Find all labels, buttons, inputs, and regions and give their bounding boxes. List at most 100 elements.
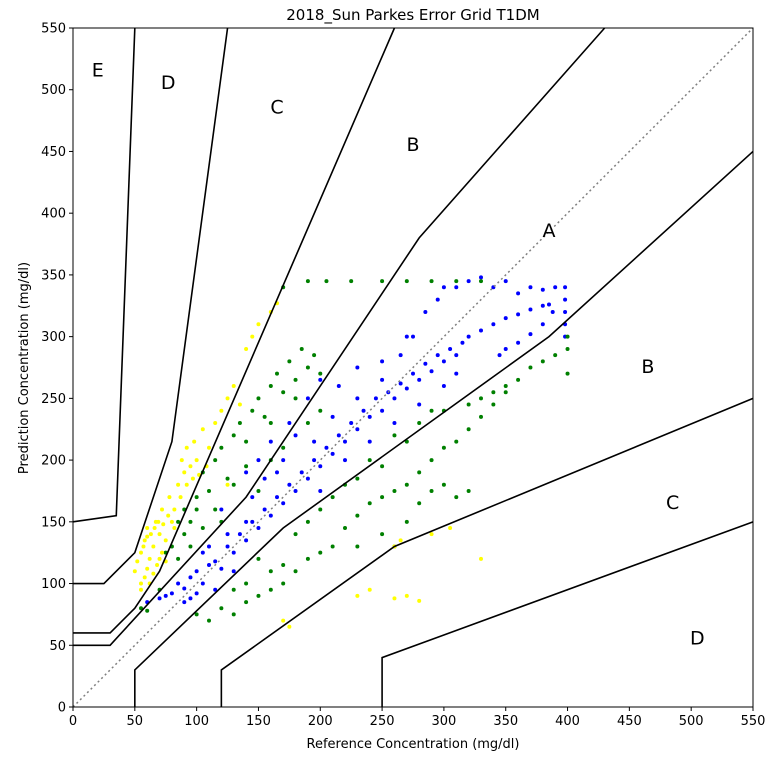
scatter-point: [312, 439, 317, 444]
zone-label-c: C: [666, 492, 679, 514]
scatter-point: [132, 569, 137, 574]
y-tick-label: 300: [41, 330, 66, 345]
scatter-point: [237, 402, 242, 407]
scatter-point: [330, 451, 335, 456]
scatter-point: [454, 371, 459, 376]
scatter-point: [188, 464, 193, 469]
scatter-point: [145, 566, 150, 571]
scatter-point: [454, 439, 459, 444]
scatter-point: [305, 396, 310, 401]
y-tick-label: 150: [41, 515, 66, 530]
scatter-point: [392, 421, 397, 426]
scatter-point: [355, 396, 360, 401]
scatter-point: [142, 575, 147, 580]
scatter-point: [398, 381, 403, 386]
scatter-point: [145, 534, 150, 539]
scatter-point: [392, 488, 397, 493]
zone-boundary-line: [220, 397, 754, 707]
scatter-point: [176, 519, 181, 524]
scatter-point: [380, 359, 385, 364]
scatter-point: [550, 309, 555, 314]
scatter-point: [355, 427, 360, 432]
scatter-point: [491, 390, 496, 395]
scatter-point: [160, 550, 165, 555]
scatter-point: [250, 334, 255, 339]
x-tick-label: 250: [370, 714, 395, 729]
scatter-point: [172, 525, 177, 530]
x-tick-label: 550: [741, 714, 766, 729]
scatter-point: [219, 445, 224, 450]
scatter-point: [281, 458, 286, 463]
scatter-point: [244, 538, 249, 543]
scatter-point: [466, 334, 471, 339]
y-axis: 0 50 100 150 200 250 300 350 400 450 500 550: [41, 22, 73, 716]
scatter-point: [207, 488, 211, 493]
scatter-point: [553, 353, 558, 358]
scatter-point: [411, 371, 415, 376]
scatter-point: [404, 519, 409, 524]
scatter-point: [231, 433, 236, 438]
zone-label-d: D: [161, 72, 176, 94]
scatter-point: [157, 596, 162, 601]
scatter-point: [380, 495, 385, 500]
scatter-point: [330, 414, 335, 419]
scatter-point: [151, 544, 156, 549]
scatter-point: [176, 556, 181, 561]
scatter-point: [262, 414, 267, 419]
scatter-point: [207, 445, 211, 450]
scatter-point: [213, 559, 218, 564]
scatter-point: [225, 544, 230, 549]
scatter-point: [256, 488, 261, 493]
scatter-point: [423, 361, 428, 366]
scatter-point: [163, 538, 168, 543]
scatter-point: [281, 390, 286, 395]
scatter-point: [435, 353, 440, 358]
scatter-point: [324, 279, 329, 284]
scatter-point: [380, 532, 385, 537]
x-tick-label: 350: [493, 714, 518, 729]
scatter-point: [152, 525, 157, 530]
chart-title: 2018_Sun Parkes Error Grid T1DM: [286, 6, 539, 25]
scatter-point: [479, 279, 483, 284]
y-tick-label: 550: [41, 22, 66, 37]
scatter-point: [139, 587, 143, 592]
scatter-point: [172, 507, 177, 512]
scatter-point: [225, 482, 230, 487]
series-zone-c: [132, 301, 483, 629]
scatter-point: [417, 470, 422, 475]
zone-label-a: A: [543, 220, 556, 242]
scatter-point: [275, 470, 279, 475]
scatter-point: [256, 556, 261, 561]
plot-frame: [72, 27, 754, 708]
scatter-point: [237, 421, 242, 426]
scatter-point: [361, 408, 366, 413]
scatter-point: [305, 365, 310, 370]
scatter-point: [207, 563, 211, 568]
scatter-point: [305, 556, 310, 561]
scatter-point: [528, 365, 533, 370]
y-tick-label: 250: [41, 392, 66, 407]
scatter-point: [219, 507, 224, 512]
scatter-point: [225, 532, 230, 537]
identity-line: [72, 27, 754, 708]
scatter-point: [250, 519, 255, 524]
scatter-point: [516, 340, 521, 345]
scatter-point: [281, 501, 286, 506]
x-tick-label: 400: [555, 714, 580, 729]
scatter-point: [155, 563, 160, 568]
scatter-point: [231, 587, 236, 592]
scatter-point: [404, 593, 409, 598]
scatter-point: [200, 581, 205, 586]
scatter-point: [231, 384, 236, 389]
scatter-point: [178, 495, 183, 500]
scatter-point: [244, 346, 249, 351]
x-axis: 0 50 100 150 200 250 300 350 400 450 500 550: [69, 707, 766, 729]
scatter-point: [528, 307, 533, 312]
scatter-point: [299, 346, 304, 351]
scatter-point: [398, 353, 403, 358]
scatter-point: [139, 581, 143, 586]
scatter-point: [275, 495, 279, 500]
scatter-point: [429, 488, 434, 493]
scatter-point: [454, 279, 459, 284]
scatter-point: [380, 279, 385, 284]
